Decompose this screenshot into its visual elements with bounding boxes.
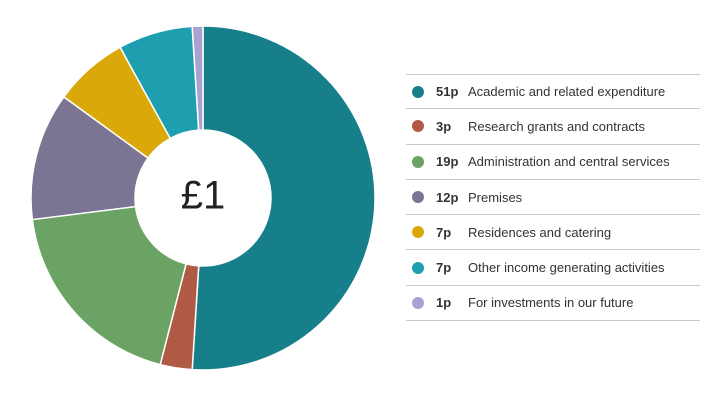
legend-item: 7p Other income generating activities: [406, 250, 700, 286]
legend-label: For investments in our future: [468, 295, 634, 311]
legend-item: 51p Academic and related expenditure: [406, 74, 700, 110]
legend: 51p Academic and related expenditure 3p Res…: [406, 74, 700, 322]
legend-swatch: [412, 120, 424, 133]
donut-slice-0: [191, 25, 376, 371]
legend-label: Premises: [468, 189, 523, 205]
legend-label: Academic and related expenditure: [468, 84, 666, 100]
legend-swatch: [412, 85, 424, 98]
legend-swatch: [412, 226, 424, 239]
legend-swatch: [412, 191, 424, 204]
legend-item: 12p Premises: [406, 180, 700, 216]
donut-chart: £1: [30, 25, 376, 371]
legend-swatch: [412, 261, 424, 274]
legend-swatch: [412, 296, 424, 309]
legend-item: 7p Residences and catering: [406, 215, 700, 251]
legend-swatch: [412, 155, 424, 168]
legend-value: 3p: [436, 118, 452, 134]
legend-label: Research grants and contracts: [468, 118, 646, 134]
legend-value: 19p: [436, 154, 459, 170]
legend-value: 7p: [436, 260, 452, 276]
donut-slice-2: [31, 205, 188, 366]
donut-slice-6: [191, 25, 204, 131]
legend-label: Residences and catering: [468, 224, 612, 240]
legend-value: 1p: [436, 295, 452, 311]
legend-value: 7p: [436, 224, 452, 240]
legend-label: Other income generating activities: [468, 260, 665, 276]
legend-value: 12p: [436, 189, 459, 205]
legend-label: Administration and central services: [468, 154, 670, 170]
legend-item: 3p Research grants and contracts: [406, 109, 700, 145]
legend-item: 19p Administration and central services: [406, 145, 700, 180]
legend-value: 51p: [436, 84, 459, 100]
legend-item: 1p For investments in our future: [406, 286, 700, 322]
center-label: £1: [181, 174, 226, 218]
